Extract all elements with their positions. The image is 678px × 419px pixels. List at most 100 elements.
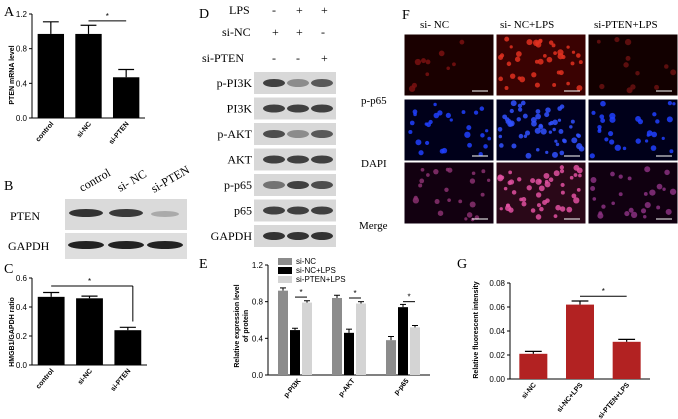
blot-d-band bbox=[287, 206, 309, 215]
chart-g-y-tick-label: 0.08 bbox=[489, 279, 505, 288]
micrograph-cell bbox=[569, 175, 574, 180]
micrograph-cell bbox=[650, 145, 657, 151]
micrograph-cell bbox=[538, 179, 542, 183]
panel-label-c: C bbox=[4, 262, 13, 277]
micrograph-cell bbox=[502, 114, 508, 120]
chart-g-y-tick-label: 0.04 bbox=[489, 327, 505, 336]
chart-e-legend-swatch bbox=[278, 258, 292, 265]
micrograph-cell bbox=[626, 87, 633, 94]
micrograph-cell bbox=[509, 108, 514, 114]
micrograph-cell bbox=[535, 113, 541, 120]
micrograph-cell bbox=[466, 212, 473, 218]
micrograph-cell bbox=[576, 85, 583, 92]
blot-d-row-label: p-PI3K bbox=[217, 76, 253, 90]
micrograph-cell bbox=[534, 127, 541, 134]
blot-b-band bbox=[151, 211, 179, 217]
chart-g-bar bbox=[612, 341, 641, 379]
chart-c-x-tick-label: control bbox=[35, 368, 56, 391]
micrograph-cell bbox=[499, 143, 504, 148]
micrograph-cell bbox=[562, 138, 566, 143]
micrograph-cell bbox=[630, 211, 638, 219]
micrograph-cell bbox=[530, 178, 536, 184]
micrograph-cell bbox=[500, 175, 505, 180]
micrograph-cell bbox=[480, 133, 485, 138]
micrograph-cell bbox=[473, 110, 479, 115]
micrograph-cell bbox=[428, 119, 433, 125]
micrograph-image bbox=[587, 98, 678, 162]
micrograph-cell bbox=[597, 128, 602, 132]
micrograph-cell bbox=[534, 82, 540, 88]
fluor-col-label: si-PTEN+LPS bbox=[594, 19, 658, 31]
blot-d-band bbox=[263, 181, 285, 189]
micrograph-cell bbox=[535, 109, 541, 114]
blot-d-cond-label: LPS bbox=[229, 3, 250, 17]
micrograph-cell bbox=[444, 187, 449, 193]
micrograph-cell bbox=[573, 164, 580, 171]
micrograph-cell bbox=[511, 190, 517, 195]
micrograph-cell bbox=[499, 207, 503, 211]
micrograph-cell bbox=[599, 83, 605, 90]
chart-a-x-tick-label: si-NC bbox=[76, 121, 93, 140]
chart-e: Relative expression level of protein 0.0… bbox=[234, 257, 430, 399]
micrograph-cell bbox=[553, 170, 560, 177]
micrograph-cell bbox=[434, 199, 440, 205]
micrograph-cell bbox=[646, 133, 650, 137]
micrograph-cell bbox=[610, 171, 615, 177]
micrograph-cell bbox=[599, 114, 605, 120]
micrograph-cell bbox=[573, 173, 578, 177]
micrograph-cell bbox=[470, 217, 475, 222]
panel-label-g: G bbox=[457, 257, 467, 272]
blot-b-band bbox=[69, 209, 103, 217]
micrograph-cell bbox=[666, 116, 673, 123]
blot-d-band bbox=[263, 206, 285, 215]
micrograph-cell bbox=[644, 139, 649, 143]
micrograph-cell bbox=[635, 116, 641, 122]
micrograph-cell bbox=[531, 120, 537, 127]
blot-d-band bbox=[311, 181, 333, 189]
chart-c-ylabel: HMGB1/GAPDH ratio bbox=[9, 297, 16, 367]
chart-e-legend-label: si-NC+LPS bbox=[296, 266, 336, 275]
micrograph-cell bbox=[571, 50, 576, 54]
chart-g-ylabel: Relative fluorescent intensity bbox=[473, 281, 480, 378]
micrograph-cell bbox=[498, 76, 504, 82]
micrograph-cell bbox=[542, 200, 548, 205]
micrograph-cell bbox=[523, 134, 528, 138]
chart-c-y-tick-label: 0.0 bbox=[16, 361, 28, 370]
micrograph-cell bbox=[664, 169, 670, 176]
micrograph-cell bbox=[656, 183, 663, 190]
micrograph-cell bbox=[566, 81, 570, 86]
micrograph-cell bbox=[419, 178, 425, 184]
micrograph-cell bbox=[669, 149, 674, 154]
blot-d-mark: + bbox=[296, 3, 303, 17]
chart-a-y-tick-label: 0.8 bbox=[16, 45, 28, 54]
micrograph-cell bbox=[426, 173, 430, 177]
micrograph-cell bbox=[557, 118, 562, 122]
micrograph-cell bbox=[507, 118, 512, 123]
chart-e-bar bbox=[386, 340, 396, 375]
chart-g-bar bbox=[566, 304, 594, 379]
chart-e-ylabel: of protein bbox=[243, 310, 250, 342]
micrograph-image bbox=[403, 98, 495, 162]
micrograph-cell bbox=[600, 118, 606, 123]
chart-c-bar bbox=[37, 296, 65, 365]
blot-d-mark: - bbox=[272, 51, 276, 65]
micrograph-cell bbox=[614, 37, 620, 43]
blot-d-row-label: p-p65 bbox=[224, 178, 252, 192]
micrograph-cell bbox=[519, 197, 523, 202]
micrograph-cell bbox=[555, 204, 561, 211]
blot-d-cond-label: si-NC bbox=[222, 25, 251, 39]
micrograph-cell bbox=[409, 120, 415, 126]
micrograph-cell bbox=[412, 197, 420, 204]
micrograph-cell bbox=[592, 197, 597, 201]
micrograph-cell bbox=[571, 137, 578, 144]
micrograph-cell bbox=[548, 130, 553, 134]
chart-g-x-tick-label: si-NC+LPS bbox=[556, 382, 585, 414]
panel-label-e: E bbox=[199, 257, 208, 272]
chart-g-y-tick-label: 0.06 bbox=[489, 303, 505, 312]
micrograph-cell bbox=[618, 192, 623, 197]
micrograph-cell bbox=[672, 102, 676, 106]
micrograph-cell bbox=[665, 208, 672, 215]
micrograph-cell bbox=[530, 208, 536, 213]
micrograph-cell bbox=[560, 190, 565, 195]
micrograph-cell bbox=[485, 129, 489, 133]
